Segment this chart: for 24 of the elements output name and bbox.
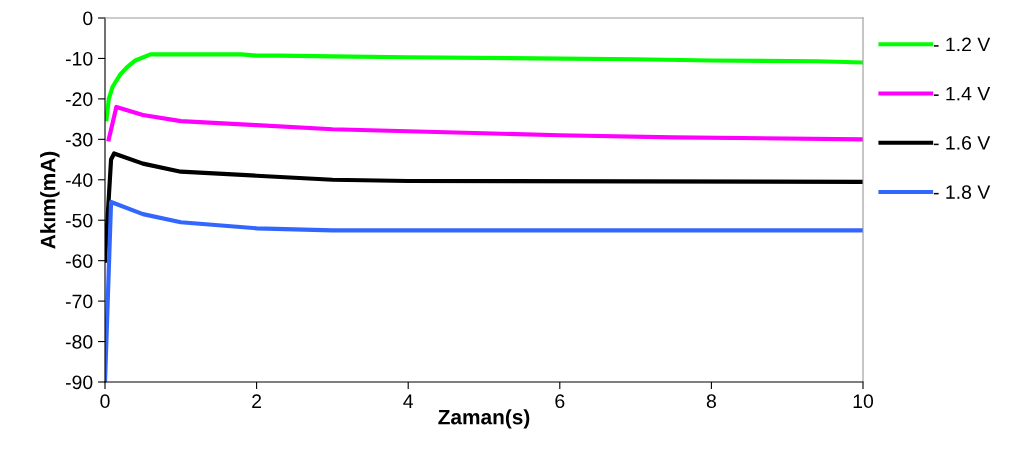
x-tick-label: 0: [100, 394, 110, 409]
y-tick-label: -50: [65, 213, 93, 228]
x-tick-label: 10: [853, 394, 874, 409]
y-tick-label: -60: [65, 254, 93, 268]
line-series: [105, 52, 863, 122]
legend-label: - 1.6 V: [933, 135, 991, 150]
x-tick-label: 6: [555, 394, 565, 409]
y-tick-label: -40: [65, 173, 93, 188]
y-tick-label: -80: [65, 335, 93, 349]
x-tick-label: 4: [403, 394, 414, 408]
legend-label: - 1.4 V: [933, 86, 991, 101]
line-series: [106, 104, 863, 142]
y-tick-label: -20: [65, 92, 93, 107]
y-tick-label: -30: [65, 132, 93, 147]
legend-label: - 1.8 V: [933, 185, 991, 199]
y-tick-label: 0: [83, 11, 93, 26]
x-tick-label: 8: [706, 394, 716, 409]
y-tick-label: -90: [65, 375, 93, 390]
x-axis-title: Zaman(s): [438, 409, 530, 429]
y-axis-title: Akım(mA): [40, 151, 60, 249]
y-tick-label: -10: [65, 51, 93, 66]
legend-label: - 1.2 V: [933, 37, 991, 52]
x-tick-label: 2: [252, 394, 262, 408]
y-tick-label: -70: [65, 294, 93, 309]
